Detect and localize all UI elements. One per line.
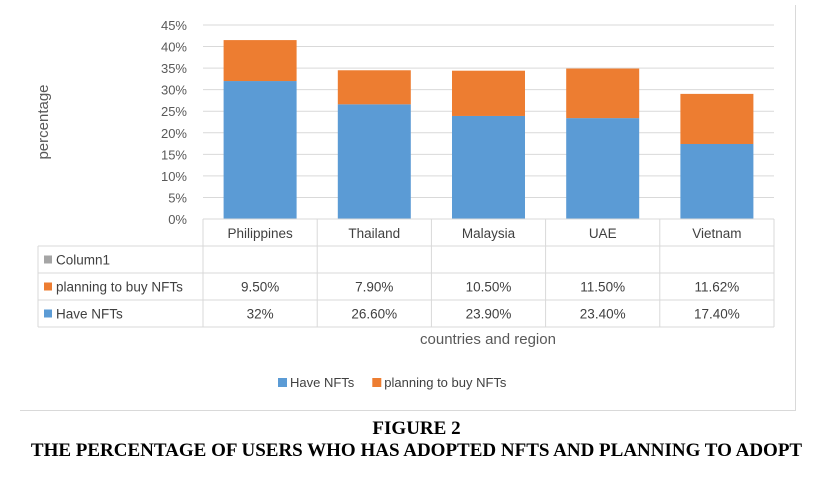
y-tick-label: 25% [161,104,187,119]
table-value: 26.60% [351,307,397,322]
y-tick-label: 40% [161,40,187,55]
bar-have-nfts-philippines [223,81,297,220]
category-label: Vietnam [692,226,741,241]
bar-planning-to-buy-thailand [337,70,411,105]
table-value: 9.50% [241,280,279,295]
y-tick-label: 10% [161,169,187,184]
y-tick-label: 20% [161,126,187,141]
x-axis-title: countries and region [420,331,556,348]
table-value: 10.50% [466,280,512,295]
table-legend-key [44,309,52,318]
table-value: 11.50% [580,280,625,295]
category-label: Philippines [227,226,293,241]
legend-label: planning to buy NFTs [384,375,507,390]
figure-title: THE PERCENTAGE OF USERS WHO HAS ADOPTED … [30,440,803,461]
chart-frame: 0% 5% 10% 15% 20% 25% 30% 35% 40% 45% Philippines… [20,5,796,411]
bar-have-nfts-malaysia [452,115,525,219]
category-label: Malaysia [462,226,516,241]
bar-have-nfts-thailand [337,104,411,219]
y-tick-label: 15% [161,147,187,162]
table-legend-key [44,282,52,291]
y-axis-title: percentage [35,84,52,159]
data-table: Philippines Thailand Malaysia UAE Vietnam Col… [37,218,775,328]
legend-key [372,378,382,387]
table-row-label: Column1 [56,253,110,268]
y-tick-label: 35% [161,61,187,76]
table-row-label: Have NFTs [56,307,123,322]
y-axis-ticks: 0% 5% 10% 15% 20% 25% 30% 35% 40% 45% [161,18,187,227]
legend-key [278,378,287,387]
table-legend-key [44,255,52,264]
table-value: 7.90% [355,280,393,295]
stacked-bar-chart: 0% 5% 10% 15% 20% 25% 30% 35% 40% 45% Philippines… [35,18,775,390]
bars [223,40,754,220]
bar-planning-to-buy-uae [566,68,640,119]
category-label: Thailand [348,226,400,241]
bar-planning-to-buy-malaysia [452,70,525,116]
bar-have-nfts-vietnam [680,143,754,219]
y-tick-label: 45% [161,18,187,33]
y-tick-label: 0% [168,212,187,227]
table-value: 23.40% [580,307,626,322]
bar-have-nfts-uae [566,118,640,219]
legend: Have NFTs planning to buy NFTs [278,375,507,390]
category-label: UAE [589,226,617,241]
y-tick-label: 5% [168,190,187,205]
table-value: 11.62% [695,280,740,295]
table-value: 23.90% [466,307,512,322]
y-tick-label: 30% [161,83,187,98]
legend-label: Have NFTs [290,375,355,390]
table-row-label: planning to buy NFTs [56,280,183,295]
bar-planning-to-buy-vietnam [680,93,754,144]
figure-caption: FIGURE 2 THE PERCENTAGE OF USERS WHO HAS… [0,418,833,462]
table-value: 17.40% [694,307,740,322]
figure-number: FIGURE 2 [372,418,461,439]
table-value: 32% [247,307,274,322]
bar-planning-to-buy-philippines [223,40,297,82]
